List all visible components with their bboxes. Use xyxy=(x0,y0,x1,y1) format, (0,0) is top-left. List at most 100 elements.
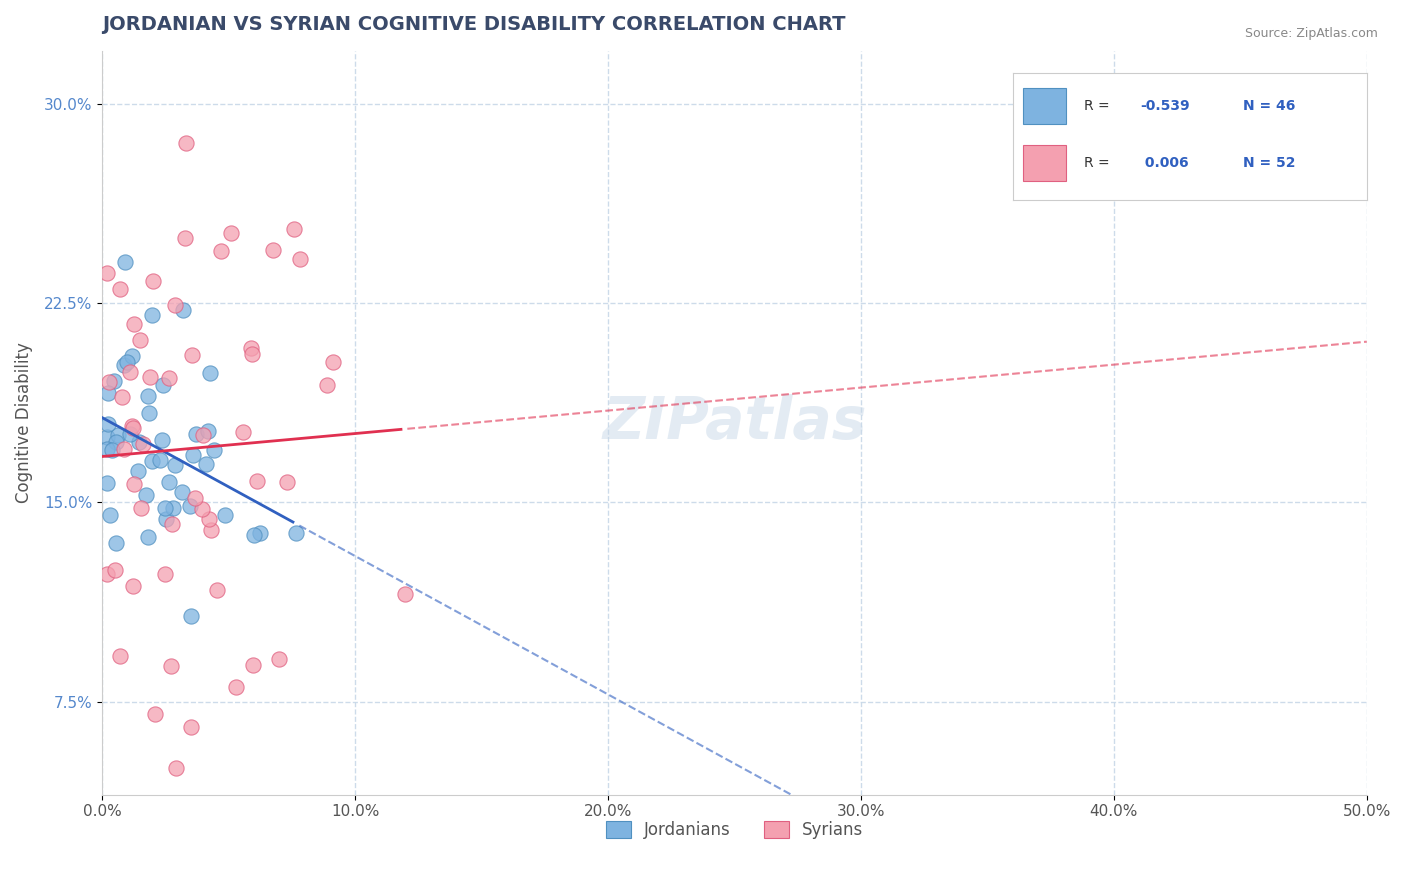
Point xyxy=(181,448,204,462)
Point xyxy=(249,526,271,541)
Point xyxy=(127,464,149,478)
Point xyxy=(103,374,125,388)
Point xyxy=(240,347,263,361)
Point xyxy=(124,317,146,331)
Point xyxy=(232,425,254,440)
Point xyxy=(162,500,184,515)
Point xyxy=(96,442,118,456)
Point xyxy=(160,659,183,673)
Point xyxy=(242,528,264,542)
Point xyxy=(200,366,222,380)
Point xyxy=(121,579,143,593)
Point xyxy=(135,488,157,502)
Point xyxy=(202,443,225,458)
Point xyxy=(114,255,136,269)
Point xyxy=(191,501,214,516)
Point xyxy=(149,453,172,467)
Point xyxy=(118,365,141,379)
Point xyxy=(193,427,215,442)
Point xyxy=(128,434,150,449)
Point xyxy=(139,370,162,384)
Point xyxy=(394,587,416,601)
Point xyxy=(194,458,217,472)
Point xyxy=(172,302,194,317)
Point xyxy=(141,308,163,322)
Point xyxy=(197,425,219,439)
Text: ZIPatlas: ZIPatlas xyxy=(602,394,868,451)
Point xyxy=(184,427,207,442)
Point xyxy=(160,517,183,532)
Point xyxy=(180,609,202,624)
Point xyxy=(219,226,242,240)
Point xyxy=(283,222,305,236)
Point xyxy=(122,477,145,491)
Point xyxy=(96,266,118,280)
Point xyxy=(165,761,187,775)
Point xyxy=(136,530,159,544)
Point xyxy=(129,501,152,516)
Point xyxy=(111,390,134,404)
Point xyxy=(150,433,173,447)
Point xyxy=(129,333,152,347)
Point xyxy=(163,297,186,311)
Point xyxy=(101,442,124,457)
Point xyxy=(136,389,159,403)
Point xyxy=(98,375,121,389)
Point xyxy=(121,349,143,363)
Point xyxy=(276,475,298,489)
Point xyxy=(153,501,176,516)
Point xyxy=(118,427,141,442)
Point xyxy=(181,347,204,361)
Point xyxy=(115,354,138,368)
Point xyxy=(104,563,127,577)
Point xyxy=(138,406,160,420)
Point xyxy=(240,341,263,355)
Legend: Jordanians, Syrians: Jordanians, Syrians xyxy=(599,814,870,846)
Point xyxy=(153,567,176,582)
Point xyxy=(96,475,118,490)
Point xyxy=(155,511,177,525)
Point xyxy=(225,680,247,694)
Point xyxy=(121,419,143,434)
Point xyxy=(132,436,155,450)
Text: Source: ZipAtlas.com: Source: ZipAtlas.com xyxy=(1244,27,1378,40)
Point xyxy=(322,355,344,369)
Point xyxy=(173,230,195,244)
Y-axis label: Cognitive Disability: Cognitive Disability xyxy=(15,343,32,503)
Point xyxy=(105,435,128,450)
Point xyxy=(209,244,232,259)
Point xyxy=(214,508,236,522)
Point xyxy=(157,475,180,490)
Point xyxy=(197,512,219,526)
Point xyxy=(179,500,201,514)
Point xyxy=(246,474,269,488)
Point xyxy=(242,658,264,673)
Point xyxy=(170,484,193,499)
Point xyxy=(108,282,131,296)
Point xyxy=(122,421,145,435)
Point xyxy=(97,386,120,401)
Point xyxy=(165,458,187,472)
Point xyxy=(97,417,120,431)
Point xyxy=(285,525,308,540)
Point xyxy=(96,429,118,443)
Point xyxy=(180,720,202,734)
Point xyxy=(316,377,339,392)
Point xyxy=(112,442,135,456)
Point xyxy=(141,454,163,468)
Point xyxy=(107,428,129,442)
Point xyxy=(288,252,311,266)
Point xyxy=(152,377,174,392)
Point xyxy=(157,371,180,385)
Point xyxy=(105,536,128,550)
Point xyxy=(108,649,131,664)
Point xyxy=(98,508,121,523)
Point xyxy=(142,274,165,288)
Point xyxy=(207,582,229,597)
Text: JORDANIAN VS SYRIAN COGNITIVE DISABILITY CORRELATION CHART: JORDANIAN VS SYRIAN COGNITIVE DISABILITY… xyxy=(103,15,846,34)
Point xyxy=(269,652,291,666)
Point xyxy=(145,707,167,722)
Point xyxy=(200,523,222,537)
Point xyxy=(183,491,205,505)
Point xyxy=(174,136,197,150)
